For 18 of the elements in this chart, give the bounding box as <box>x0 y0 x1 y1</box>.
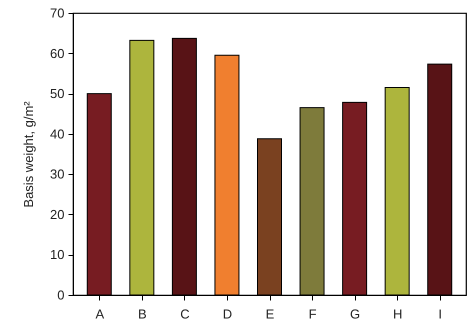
y-tick-label: 60 <box>50 46 64 61</box>
x-tick-label: A <box>95 306 104 322</box>
x-tick-label: B <box>138 306 147 322</box>
x-tick-label: F <box>308 306 317 322</box>
x-tick-label: H <box>392 306 402 322</box>
y-tick-label: 50 <box>50 86 64 102</box>
y-tick-label: 10 <box>50 247 64 262</box>
x-tick-label: I <box>438 306 442 322</box>
y-tick-label: 0 <box>57 288 64 302</box>
y-tick-label: 20 <box>50 206 64 222</box>
y-axis-title: Basis weight, g/m² <box>21 100 36 208</box>
x-tick-label: C <box>180 306 190 322</box>
y-tick-label: 30 <box>50 166 64 182</box>
x-tick-label: E <box>266 306 275 322</box>
y-tick-label: 70 <box>50 6 64 20</box>
y-tick-label: 40 <box>50 126 64 142</box>
x-tick-label: G <box>350 306 360 322</box>
x-tick-label: D <box>222 306 232 322</box>
